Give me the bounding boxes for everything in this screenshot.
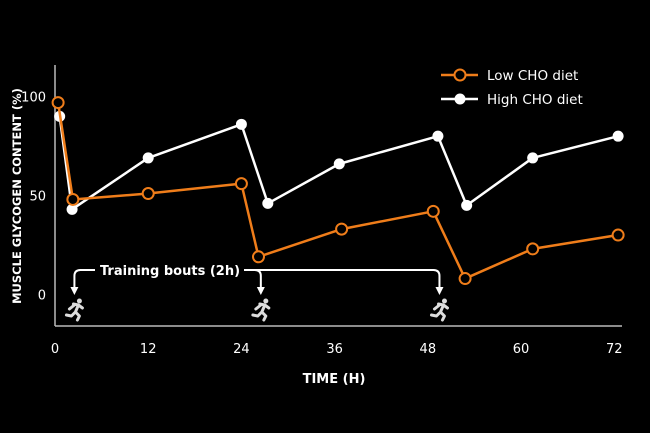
runner-body	[64, 302, 84, 322]
y-axis-label: MUSCLE GLYCOGEN CONTENT (%)	[10, 88, 24, 304]
arrow-head-icon	[70, 287, 79, 295]
x-tick-label: 48	[420, 342, 437, 357]
legend-marker-high	[454, 93, 466, 105]
data-point-low-cho	[51, 96, 65, 110]
data-point-high-cho	[66, 203, 78, 215]
arrow-head-icon	[435, 287, 444, 295]
legend-marker-low	[453, 68, 467, 82]
data-point-low-cho	[335, 222, 349, 236]
bracket-line-middle	[254, 269, 262, 288]
runner-body	[429, 302, 449, 322]
axes	[54, 65, 622, 327]
data-point-low-cho	[66, 192, 80, 206]
runner-icon	[429, 298, 449, 322]
y-tick-label: 50	[29, 190, 46, 205]
data-point-high-cho	[612, 130, 624, 142]
runner-head	[76, 298, 82, 304]
runner-body	[251, 302, 271, 322]
runner-head	[441, 298, 447, 304]
data-point-low-cho	[458, 272, 472, 286]
x-tick-label: 24	[233, 342, 250, 357]
legend: Low CHO diet High CHO diet	[441, 68, 583, 108]
x-tick-label: 0	[51, 342, 59, 357]
data-point-low-cho	[234, 177, 248, 191]
y-tick-label: 100	[21, 91, 46, 106]
data-point-high-cho	[432, 130, 444, 142]
data-point-low-cho	[426, 204, 440, 218]
arrow-head-icon	[256, 287, 265, 295]
series-line-high-cho	[58, 116, 619, 211]
data-point-low-cho	[526, 242, 540, 256]
data-point-high-cho	[262, 197, 274, 209]
training-bouts-label: Training bouts (2h)	[100, 264, 240, 279]
legend-label-high: High CHO diet	[487, 92, 583, 108]
bracket-line-left	[73, 269, 95, 288]
data-point-low-cho	[141, 187, 155, 201]
x-tick-label: 60	[513, 342, 530, 357]
series-line-low-cho	[56, 102, 619, 280]
data-point-low-cho	[611, 228, 625, 242]
x-tick-label: 12	[140, 342, 157, 357]
data-point-high-cho	[527, 152, 539, 164]
x-tick-label: 72	[606, 342, 623, 357]
data-point-high-cho	[142, 152, 154, 164]
data-point-high-cho	[235, 118, 247, 130]
runner-icon	[251, 298, 271, 322]
legend-label-low: Low CHO diet	[487, 68, 578, 84]
data-point-low-cho	[251, 250, 265, 264]
bracket-line-right	[244, 269, 441, 288]
x-axis-label: TIME (H)	[303, 372, 366, 387]
runner-icon	[64, 298, 84, 322]
data-point-high-cho	[333, 158, 345, 170]
data-point-high-cho	[461, 199, 473, 211]
y-tick-label: 0	[38, 288, 46, 303]
x-tick-label: 36	[326, 342, 343, 357]
runner-head	[263, 298, 269, 304]
